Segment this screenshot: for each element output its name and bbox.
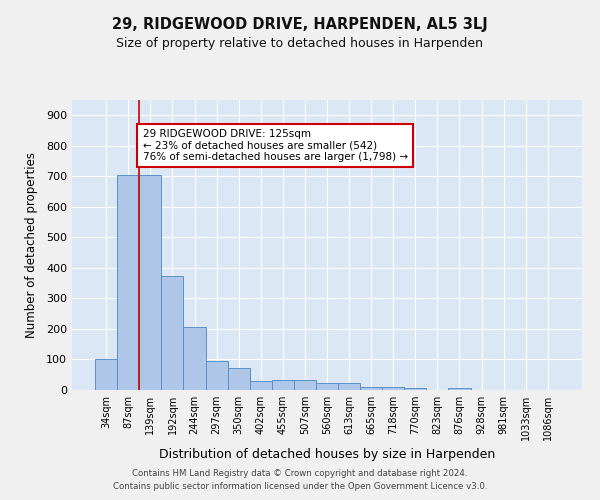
- Text: Contains HM Land Registry data © Crown copyright and database right 2024.: Contains HM Land Registry data © Crown c…: [132, 468, 468, 477]
- Bar: [184, 328, 206, 390]
- Bar: [250, 381, 272, 390]
- Bar: [117, 176, 139, 390]
- Bar: [316, 384, 338, 390]
- Text: 29 RIDGEWOOD DRIVE: 125sqm
← 23% of detached houses are smaller (542)
76% of sem: 29 RIDGEWOOD DRIVE: 125sqm ← 23% of deta…: [143, 129, 408, 162]
- X-axis label: Distribution of detached houses by size in Harpenden: Distribution of detached houses by size …: [159, 448, 495, 462]
- Bar: [161, 276, 184, 390]
- Bar: [95, 360, 117, 390]
- Bar: [206, 361, 227, 390]
- Text: 29, RIDGEWOOD DRIVE, HARPENDEN, AL5 3LJ: 29, RIDGEWOOD DRIVE, HARPENDEN, AL5 3LJ: [112, 18, 488, 32]
- Bar: [294, 380, 316, 390]
- Bar: [360, 387, 382, 390]
- Bar: [227, 368, 250, 390]
- Text: Size of property relative to detached houses in Harpenden: Size of property relative to detached ho…: [116, 38, 484, 51]
- Bar: [404, 388, 427, 390]
- Bar: [382, 387, 404, 390]
- Bar: [338, 384, 360, 390]
- Y-axis label: Number of detached properties: Number of detached properties: [25, 152, 38, 338]
- Bar: [272, 380, 294, 390]
- Bar: [448, 388, 470, 390]
- Text: Contains public sector information licensed under the Open Government Licence v3: Contains public sector information licen…: [113, 482, 487, 491]
- Bar: [139, 176, 161, 390]
